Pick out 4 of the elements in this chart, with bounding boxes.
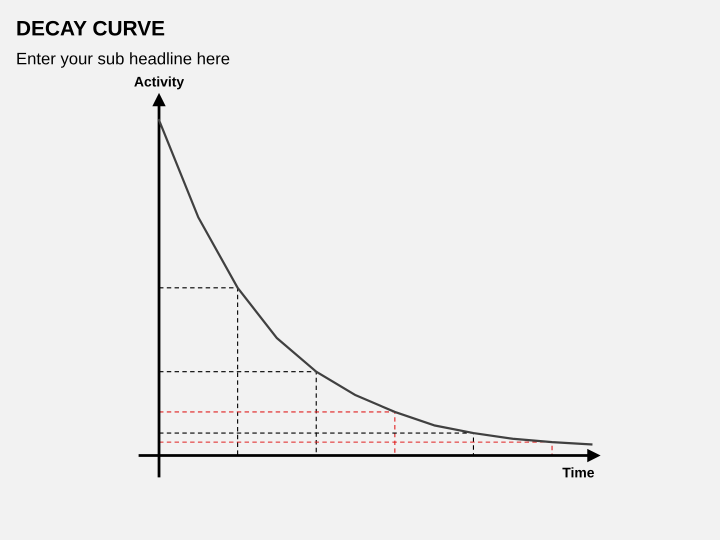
chart-title: DECAY CURVE <box>17 20 164 36</box>
x-axis-title: Time <box>562 467 594 478</box>
y-axis-title: Activity <box>134 76 184 90</box>
chart-subtitle: Enter your sub headline here <box>17 52 230 68</box>
